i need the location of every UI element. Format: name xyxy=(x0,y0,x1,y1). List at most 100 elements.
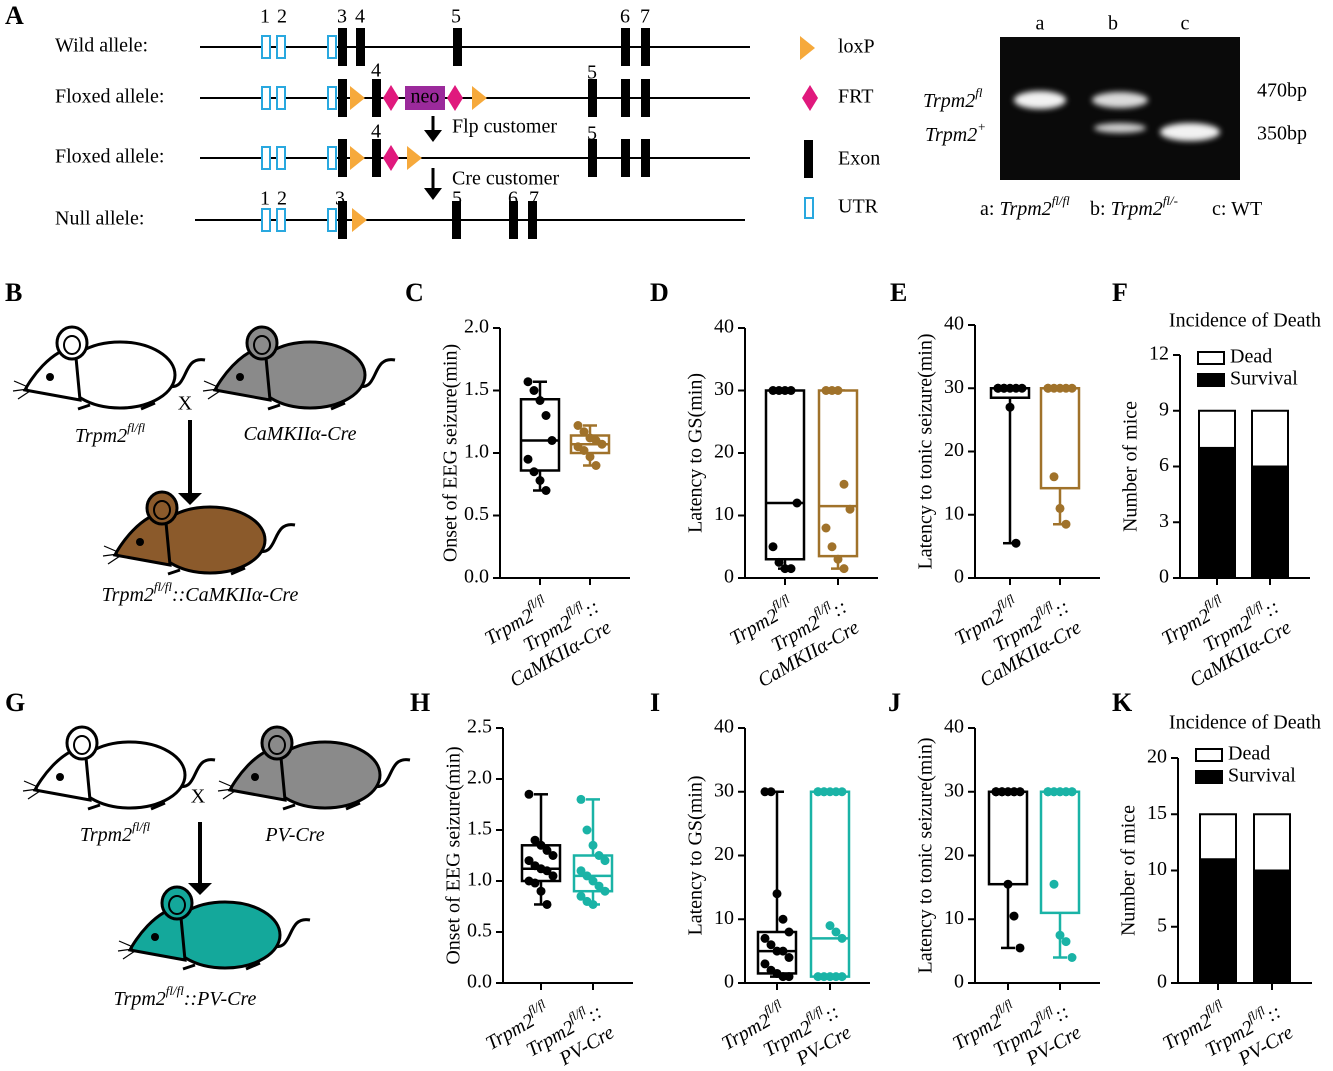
panel-letter: H xyxy=(410,688,430,717)
gel-band xyxy=(1094,123,1146,133)
frt xyxy=(802,85,818,111)
box xyxy=(1039,790,1081,915)
y-tick-label: 10 xyxy=(944,907,964,929)
y-tick-label: 10 xyxy=(944,502,964,524)
gel-key-sup: fl/fl xyxy=(1052,193,1070,208)
data-point xyxy=(1005,402,1015,412)
data-point xyxy=(784,972,794,982)
y-tick-label: 20 xyxy=(944,439,964,461)
data-point xyxy=(1043,383,1053,393)
loxp xyxy=(350,86,365,110)
data-point xyxy=(582,825,592,835)
exon-number: 2 xyxy=(277,6,287,28)
bar-segment xyxy=(1198,446,1236,579)
data-point xyxy=(588,840,598,850)
y-tick-label: 30 xyxy=(944,376,964,398)
chart-title: Incidence of Death xyxy=(1169,712,1321,734)
exon xyxy=(453,28,462,66)
mouse-ear-inner xyxy=(168,895,186,915)
legend-label: Survival xyxy=(1230,368,1298,390)
arrow-head xyxy=(178,493,202,505)
y-axis-label: Latency to tonic seizure(min) xyxy=(915,737,937,973)
allele-label: Floxed allele: xyxy=(55,146,164,168)
lane-label: a xyxy=(1036,13,1045,35)
y-tick-label: 0 xyxy=(954,566,964,588)
cross-sign: X xyxy=(178,393,193,415)
legend-label: Dead xyxy=(1228,743,1270,765)
parent-label-name: Trpm2 xyxy=(80,824,132,846)
legend-label: Survival xyxy=(1228,765,1296,787)
band-label-name: Trpm2 xyxy=(923,90,975,112)
mouse-eye xyxy=(56,773,64,781)
mouse-eye xyxy=(236,373,244,381)
legend-label: FRT xyxy=(838,86,873,108)
exon-number: 7 xyxy=(529,188,539,210)
x-tick-label-rest: :: xyxy=(1262,1000,1285,1026)
exon xyxy=(641,28,650,66)
data-point xyxy=(529,386,539,395)
step-label: Cre customer xyxy=(452,168,560,190)
exon xyxy=(588,139,597,177)
bar-segment xyxy=(1251,409,1289,468)
exon xyxy=(621,139,630,177)
gel-band xyxy=(1014,91,1066,109)
panel-letter: C xyxy=(405,278,424,307)
parent-label: Trpm2fl/fl xyxy=(75,420,146,446)
legend-label: loxP xyxy=(838,36,875,58)
exon-number: 4 xyxy=(371,121,381,143)
data-point xyxy=(530,835,540,845)
arrow-head xyxy=(188,883,212,895)
arrow-head xyxy=(424,188,442,200)
mouse-ear xyxy=(260,725,294,761)
y-tick-label: 40 xyxy=(944,313,964,335)
y-tick-label: 0 xyxy=(1157,971,1167,993)
y-tick-label: 10 xyxy=(1147,858,1167,880)
allele-label: Floxed allele: xyxy=(55,86,164,108)
legend-swatch xyxy=(1195,748,1223,762)
mouse-legs xyxy=(77,401,156,411)
panel-letter: I xyxy=(650,688,660,717)
frt xyxy=(383,145,399,171)
data-point xyxy=(1049,472,1059,482)
mouse-whiskers xyxy=(202,380,221,400)
y-tick-label: 0 xyxy=(1159,566,1169,588)
x-tick-label: Trpm2fl/fl::CaMKIIα-Cre xyxy=(962,592,1085,692)
exon xyxy=(621,79,630,117)
y-tick-label: 2.5 xyxy=(467,716,492,738)
bar-segment xyxy=(1199,813,1237,861)
gel-key-prefix: a: xyxy=(980,198,999,220)
panel-letter: G xyxy=(5,688,25,717)
parent-label-sup: fl/fl xyxy=(132,819,150,834)
data-point xyxy=(1067,383,1077,393)
band-label-name: Trpm2 xyxy=(925,124,977,146)
exon xyxy=(452,201,461,239)
mouse-ear xyxy=(55,325,89,361)
utr xyxy=(327,86,337,110)
panel-letter: E xyxy=(890,278,907,307)
frt xyxy=(447,85,463,111)
offspring-label-rest: ::CaMKIIα-Cre xyxy=(172,584,299,606)
mouse-whiskers xyxy=(102,545,121,565)
data-point xyxy=(535,396,545,405)
data-point xyxy=(582,871,592,881)
data-point xyxy=(1015,943,1025,953)
y-axis-label: Number of mice xyxy=(1120,401,1142,532)
data-point xyxy=(837,787,847,797)
data-point xyxy=(536,840,546,850)
loxp xyxy=(407,146,422,170)
parent-label: CaMKIIα-Cre xyxy=(243,423,356,445)
data-point xyxy=(1043,787,1053,797)
y-tick-label: 20 xyxy=(944,843,964,865)
chart-title: Incidence of Death xyxy=(1169,310,1321,332)
bar-segment xyxy=(1199,858,1237,984)
exon xyxy=(588,79,597,117)
data-point xyxy=(542,899,552,909)
exon-number: 1 xyxy=(260,6,270,28)
data-point xyxy=(772,889,782,899)
exon xyxy=(356,28,365,66)
x-tick-label: Trpm2fl/fl::CaMKIIα-Cre xyxy=(1172,592,1295,692)
legend-swatch xyxy=(1197,351,1225,365)
data-point xyxy=(579,446,589,455)
gel-key-name: Trpm2 xyxy=(1111,198,1163,220)
